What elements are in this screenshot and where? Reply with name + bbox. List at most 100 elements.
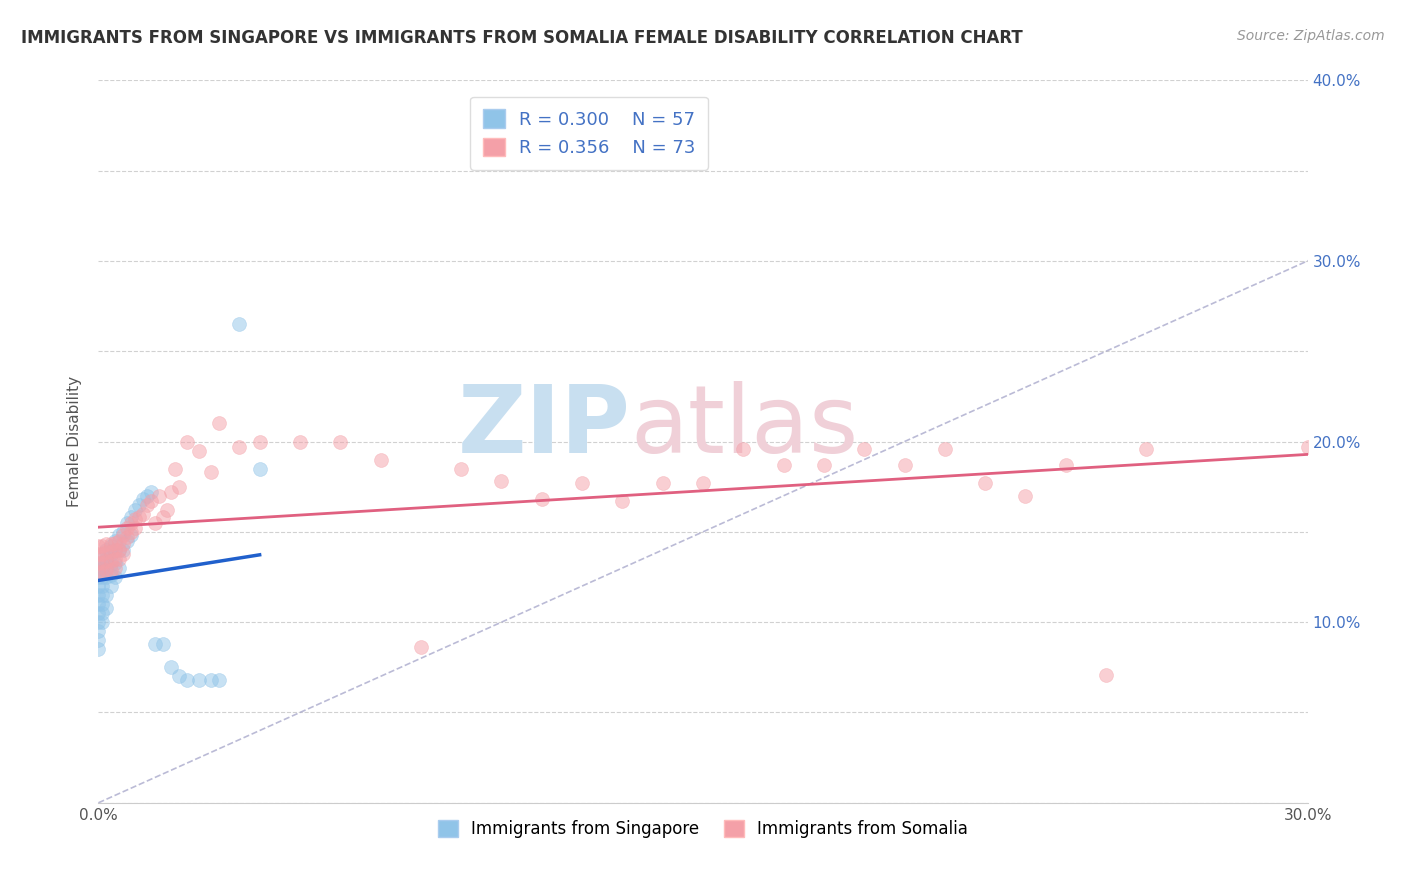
Point xyxy=(103,561,125,575)
Point xyxy=(934,442,956,456)
Point xyxy=(530,492,553,507)
Point xyxy=(103,556,125,570)
Point xyxy=(91,547,114,561)
Point xyxy=(1095,667,1118,681)
Point xyxy=(91,539,114,553)
Point xyxy=(135,489,157,503)
Point xyxy=(100,539,122,553)
Point xyxy=(96,563,118,577)
Point xyxy=(208,417,231,431)
Point xyxy=(96,600,118,615)
Point xyxy=(96,588,118,602)
Point xyxy=(87,565,110,579)
Point xyxy=(120,510,142,524)
Point xyxy=(176,434,198,449)
Point xyxy=(87,606,110,620)
Point xyxy=(91,606,114,620)
Point xyxy=(91,565,114,579)
Point xyxy=(87,579,110,593)
Point xyxy=(91,570,114,584)
Point xyxy=(107,528,129,542)
Point xyxy=(111,528,134,542)
Point xyxy=(124,521,146,535)
Point xyxy=(249,434,271,449)
Point xyxy=(100,537,122,551)
Point xyxy=(107,542,129,557)
Legend: Immigrants from Singapore, Immigrants from Somalia: Immigrants from Singapore, Immigrants fr… xyxy=(432,814,974,845)
Point xyxy=(87,624,110,639)
Point xyxy=(160,660,183,674)
Point xyxy=(152,510,174,524)
Point xyxy=(160,485,183,500)
Point xyxy=(91,615,114,630)
Point xyxy=(143,516,166,530)
Point xyxy=(96,570,118,584)
Point xyxy=(87,597,110,611)
Point xyxy=(853,442,876,456)
Point xyxy=(107,561,129,575)
Text: Source: ZipAtlas.com: Source: ZipAtlas.com xyxy=(1237,29,1385,43)
Point xyxy=(124,503,146,517)
Point xyxy=(176,673,198,687)
Point xyxy=(111,537,134,551)
Text: ZIP: ZIP xyxy=(457,381,630,473)
Point xyxy=(115,516,138,530)
Point xyxy=(491,475,513,489)
Point xyxy=(96,552,118,566)
Point xyxy=(450,461,472,475)
Point xyxy=(107,533,129,548)
Point xyxy=(188,443,211,458)
Point xyxy=(100,547,122,561)
Point xyxy=(103,570,125,584)
Point xyxy=(100,554,122,568)
Point xyxy=(156,503,179,517)
Point xyxy=(103,552,125,566)
Point xyxy=(167,480,190,494)
Point xyxy=(96,545,118,559)
Point xyxy=(152,637,174,651)
Point xyxy=(100,568,122,582)
Point xyxy=(91,552,114,566)
Point xyxy=(107,542,129,557)
Point xyxy=(143,637,166,651)
Point xyxy=(249,461,271,475)
Point xyxy=(1296,440,1319,454)
Point xyxy=(974,476,997,491)
Point xyxy=(167,669,190,683)
Point xyxy=(772,458,794,472)
Point xyxy=(288,434,311,449)
Point xyxy=(100,579,122,593)
Point xyxy=(91,588,114,602)
Point xyxy=(1054,458,1077,472)
Point xyxy=(135,498,157,512)
Point xyxy=(200,673,222,687)
Point xyxy=(329,434,352,449)
Point xyxy=(651,476,673,491)
Point xyxy=(115,533,138,548)
Point xyxy=(228,317,250,331)
Point xyxy=(91,579,114,593)
Point xyxy=(107,552,129,566)
Point xyxy=(120,516,142,530)
Point xyxy=(813,458,835,472)
Point xyxy=(100,545,122,559)
Point xyxy=(139,485,162,500)
Point xyxy=(132,492,155,507)
Point xyxy=(1014,489,1036,503)
Point xyxy=(733,442,755,456)
Point xyxy=(370,452,392,467)
Point xyxy=(692,476,714,491)
Point xyxy=(96,554,118,568)
Point xyxy=(96,542,118,557)
Point xyxy=(111,547,134,561)
Point xyxy=(409,640,432,655)
Point xyxy=(91,561,114,575)
Point xyxy=(87,588,110,602)
Point xyxy=(115,530,138,544)
Text: atlas: atlas xyxy=(630,381,859,473)
Point xyxy=(111,542,134,557)
Point xyxy=(87,615,110,630)
Point xyxy=(87,539,110,553)
Point xyxy=(128,510,150,524)
Point xyxy=(612,494,634,508)
